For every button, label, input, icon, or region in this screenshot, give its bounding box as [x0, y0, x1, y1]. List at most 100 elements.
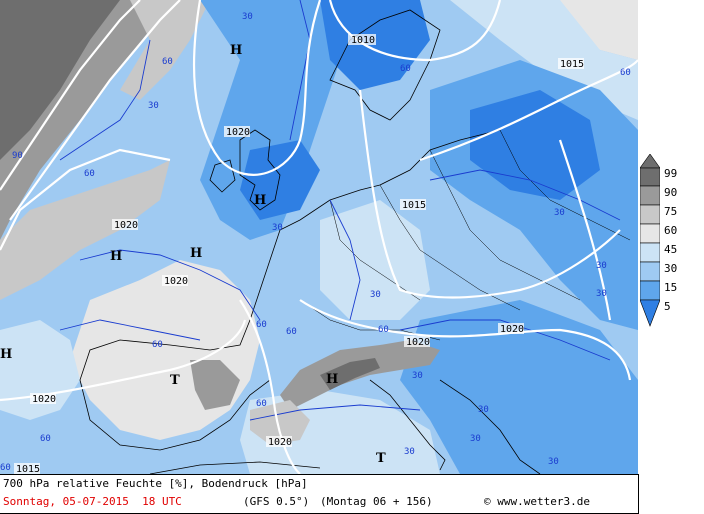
low-pressure-marker-1: T [170, 373, 180, 388]
humidity-area-alps-dark [320, 358, 380, 390]
humidity-label-14: 60 [152, 340, 163, 350]
humidity-label-22: 60 [40, 434, 51, 444]
high-pressure-marker-4: H [190, 246, 202, 261]
humidity-area-east-deep [470, 90, 600, 200]
coastline-uk [239, 129, 281, 211]
legend-label-75: 75 [664, 205, 678, 218]
isobar-label-3: 1020 [226, 127, 250, 138]
legend-swatch-90 [640, 185, 660, 206]
isobar-label-7: 1020 [500, 324, 524, 335]
isobar-label-bg-7 [498, 323, 524, 334]
map-title: 700 hPa relative Feuchte [%], Bodendruck… [3, 477, 308, 490]
isobar-label-10: 1015 [16, 464, 40, 474]
isobar-8 [299, 299, 632, 381]
isobar-1 [0, 0, 141, 191]
humidity-contour-5 [429, 169, 621, 221]
isobar-label-bg-8 [404, 336, 430, 347]
humidity-label-9: 30 [596, 261, 607, 271]
coastline-france-west [209, 229, 281, 351]
isobar-5 [328, 0, 502, 62]
humidity-label-11: 30 [596, 289, 607, 299]
isobar-label-bg-11 [266, 436, 292, 447]
humidity-contour-2 [289, 0, 311, 141]
high-pressure-marker-5: H [0, 347, 12, 362]
humidity-labels: 30 60 60 30 60 60 30 30 30 30 30 60 60 6… [0, 12, 631, 473]
humidity-pressure-map: 1010 1015 1020 1020 1015 1020 1020 1020 … [0, 0, 638, 474]
legend-label-30: 30 [664, 262, 678, 275]
isobar-label-bg-2 [558, 58, 584, 69]
humidity-label-17: 30 [478, 405, 489, 415]
humidity-area-spain-gray [190, 360, 240, 410]
isobar-2 [9, 0, 181, 221]
isobar-7 [419, 59, 638, 162]
humidity-contour-4 [59, 319, 201, 341]
isobar-label-6: 1020 [164, 276, 188, 287]
high-pressure-marker-3: H [110, 249, 122, 264]
isobar-label-4: 1020 [114, 220, 138, 231]
humidity-contour-8 [329, 199, 361, 321]
border-2 [379, 184, 521, 311]
map-footer: 700 hPa relative Feuchte [%], Bodendruck… [0, 474, 639, 514]
humidity-label-21: 30 [404, 447, 415, 457]
isobar-3 [0, 148, 171, 251]
legend-color-bar [640, 154, 660, 327]
legend-label-99: 99 [664, 167, 678, 180]
isobar-label-bg-1 [348, 34, 376, 45]
humidity-contour-1 [59, 39, 151, 161]
legend-label-90: 90 [664, 186, 678, 199]
legend-top-arrow [640, 154, 660, 169]
humidity-area-uk-deep [240, 140, 320, 220]
isobar-label-bg-3 [224, 126, 250, 137]
copyright-link[interactable]: © www.wetter3.de [484, 495, 590, 508]
isobar-label-bg-6 [162, 275, 188, 286]
isobar-labels: 1010 1015 1020 1020 1015 1020 1020 1020 … [14, 34, 584, 474]
isobar-label-9: 1020 [32, 394, 56, 405]
humidity-label-4: 30 [148, 101, 159, 111]
legend-label-15: 15 [664, 281, 678, 294]
humidity-area-ne-gray [560, 0, 638, 60]
humidity-label-2: 60 [162, 57, 173, 67]
humidity-label-20: 30 [470, 434, 481, 444]
humidity-area-gray [120, 0, 210, 100]
humidity-area-light-gray [0, 160, 170, 300]
humidity-area-balkan-blue [400, 300, 638, 474]
humidity-label-7: 30 [272, 223, 283, 233]
model-info: (GFS 0.5°) [243, 495, 310, 508]
legend-label-45: 45 [664, 243, 678, 256]
high-pressure-marker-6: H [326, 372, 338, 387]
high-pressure-marker-2: H [254, 193, 266, 208]
isobar-label-2: 1015 [560, 59, 584, 70]
humidity-label-19: 60 [256, 399, 267, 409]
humidity-label-13: 60 [286, 327, 297, 337]
legend-swatch-99 [640, 167, 660, 187]
coastline-ireland [209, 159, 236, 193]
humidity-label-24: 60 [0, 463, 11, 473]
coastline-balkans [439, 379, 541, 474]
low-pressure-marker-2: T [376, 451, 386, 466]
humidity-label-18: 30 [548, 457, 559, 467]
humidity-label-15: 60 [378, 325, 389, 335]
isobar-4 [192, 0, 322, 176]
isobar-label-bg-5 [400, 199, 426, 210]
isobar-label-bg-4 [112, 219, 138, 230]
legend-swatch-30 [640, 261, 660, 282]
legend-bottom-arrow [640, 299, 660, 327]
border-3 [429, 149, 581, 301]
humidity-contour-6 [399, 319, 611, 361]
humidity-contour-3 [79, 249, 261, 321]
legend-swatch-15 [640, 280, 660, 301]
humidity-area-darkest-gray [0, 0, 120, 160]
isobar-label-8: 1020 [406, 337, 430, 348]
legend-label-5: 5 [664, 300, 671, 313]
isobar-label-bg-10 [14, 463, 40, 474]
coastline-north-africa [149, 461, 321, 474]
pressure-centers: H H H H H H T T [0, 43, 386, 466]
humidity-label-23: 90 [12, 151, 23, 161]
humidity-label-8: 30 [554, 208, 565, 218]
humidity-area-west-light [0, 320, 80, 420]
humidity-label-5: 60 [620, 68, 631, 78]
isobar-label-5: 1015 [402, 200, 426, 211]
legend-label-60: 60 [664, 224, 678, 237]
forecast-info: (Montag 06 + 156) [320, 495, 433, 508]
